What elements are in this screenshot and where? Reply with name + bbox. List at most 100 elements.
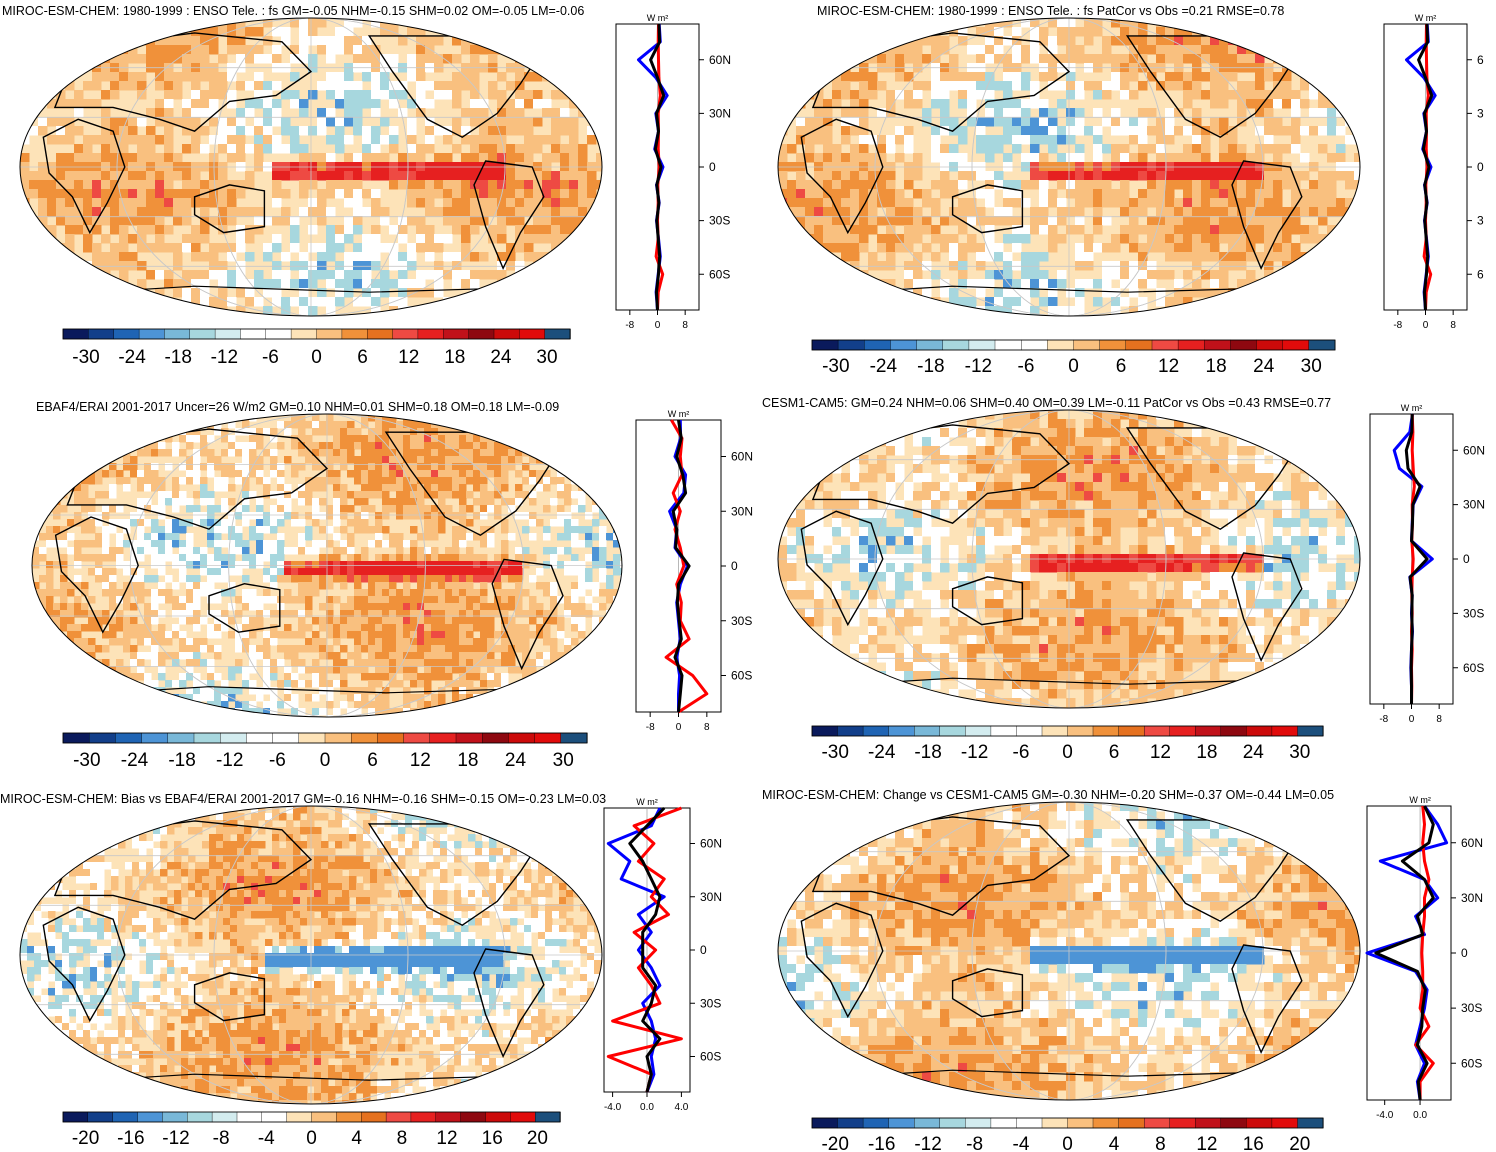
map-cell: [922, 36, 932, 46]
map-cell: [560, 117, 570, 127]
map-cell: [354, 470, 362, 478]
map-cell: [375, 596, 383, 604]
map-cell: [221, 498, 229, 506]
map-cell: [1291, 243, 1301, 253]
map-cell: [371, 189, 381, 199]
map-cell: [940, 171, 950, 181]
map-cell: [1318, 279, 1328, 289]
map-cell: [137, 279, 147, 289]
map-cell: [236, 180, 246, 190]
map-cell: [209, 27, 219, 37]
map-cell: [1030, 117, 1040, 127]
map-cell: [895, 126, 905, 136]
map-cell: [200, 126, 210, 136]
map-cell: [1147, 198, 1157, 208]
map-cell: [431, 561, 439, 569]
map-cell: [431, 519, 439, 527]
map-cell: [778, 297, 788, 307]
map-cell: [1066, 126, 1076, 136]
map-cell: [155, 54, 165, 64]
map-cell: [913, 27, 923, 37]
map-cell: [298, 491, 306, 499]
map-cell: [312, 428, 320, 436]
map-cell: [620, 421, 622, 429]
map-cell: [144, 498, 152, 506]
map-cell: [1057, 198, 1067, 208]
map-cell: [368, 575, 376, 583]
map-cell: [375, 526, 383, 534]
map-cell: [438, 589, 446, 597]
map-cell: [587, 252, 597, 262]
map-cell: [1345, 198, 1355, 208]
map-cell: [308, 198, 318, 208]
map-cell: [452, 117, 462, 127]
map-cell: [494, 463, 502, 471]
map-cell: [353, 54, 363, 64]
map-cell: [841, 18, 851, 28]
map-cell: [445, 456, 453, 464]
map-cell: [371, 171, 381, 181]
panel-title: MIROC-ESM-CHEM: 1980-1999 : ENSO Tele. :…: [2, 4, 585, 18]
map-cell: [74, 491, 82, 499]
map-cell: [823, 270, 833, 280]
map-cell: [1147, 279, 1157, 289]
map-cell: [191, 279, 201, 289]
map-cell: [298, 463, 306, 471]
map-cell: [425, 225, 435, 235]
map-cell: [1291, 225, 1301, 235]
map-cell: [1336, 198, 1346, 208]
map-cell: [529, 512, 537, 520]
map-cell: [319, 526, 327, 534]
map-cell: [191, 288, 201, 298]
map-cell: [494, 561, 502, 569]
map-cell: [1273, 315, 1283, 316]
colorbar-tick-label: 30: [536, 347, 557, 368]
map-cell: [39, 505, 47, 513]
map-cell: [445, 596, 453, 604]
map-cell: [389, 81, 399, 91]
map-cell: [361, 463, 369, 471]
map-cell: [585, 533, 593, 541]
map-cell: [263, 449, 271, 457]
map-cell: [1309, 306, 1319, 316]
map-cell: [317, 126, 327, 136]
map-cell: [508, 561, 516, 569]
map-cell: [560, 108, 570, 118]
map-cell: [207, 491, 215, 499]
map-cell: [371, 54, 381, 64]
map-cell: [1354, 243, 1360, 253]
map-cell: [164, 279, 174, 289]
map-cell: [985, 144, 995, 154]
map-cell: [353, 81, 363, 91]
map-cell: [254, 126, 264, 136]
map-cell: [452, 126, 462, 136]
map-cell: [172, 477, 180, 485]
map-cell: [74, 180, 84, 190]
map-cell: [533, 288, 543, 298]
map-cell: [102, 582, 110, 590]
map-cell: [312, 582, 320, 590]
map-cell: [200, 449, 208, 457]
map-cell: [1237, 153, 1247, 163]
map-cell: [200, 554, 208, 562]
map-cell: [922, 243, 932, 253]
map-cell: [382, 470, 390, 478]
map-cell: [110, 135, 120, 145]
map-cell: [270, 582, 278, 590]
map-cell: [895, 243, 905, 253]
map-cell: [1219, 189, 1229, 199]
map-cell: [832, 243, 842, 253]
map-cell: [832, 27, 842, 37]
map-cell: [245, 288, 255, 298]
map-cell: [53, 449, 61, 457]
map-cell: [95, 575, 103, 583]
map-cell: [81, 526, 89, 534]
map-cell: [20, 18, 30, 28]
map-cell: [46, 477, 54, 485]
map-cell: [585, 540, 593, 548]
map-cell: [326, 36, 336, 46]
map-cell: [130, 554, 138, 562]
map-cell: [317, 18, 327, 28]
map-cell: [353, 90, 363, 100]
map-cell: [859, 243, 869, 253]
